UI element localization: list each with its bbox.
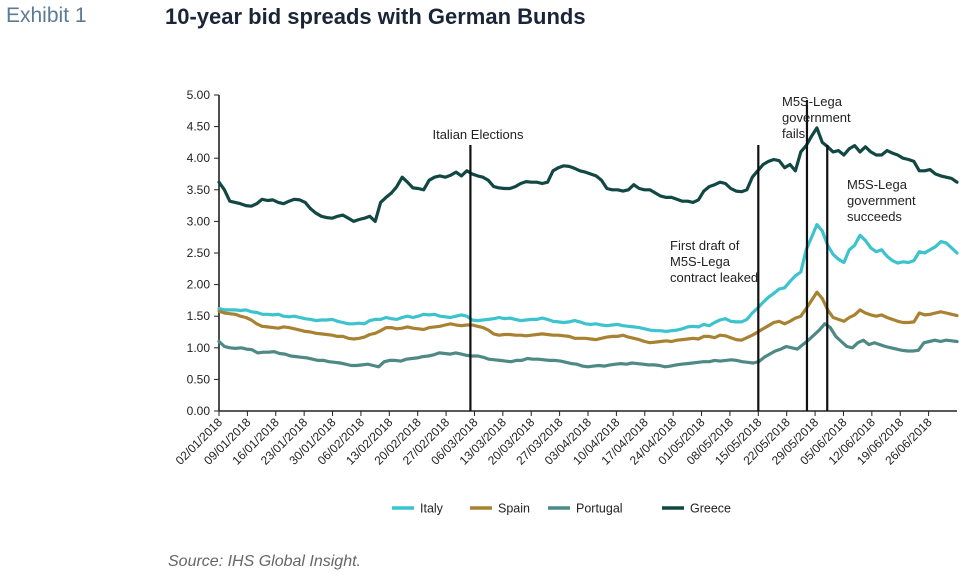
event-annotation-line: succeeds [847,209,902,224]
event-annotation-line: fails [782,126,806,141]
y-tick-label: 4.00 [187,151,211,165]
y-tick-label: 4.50 [187,120,211,134]
series-line-italy [217,223,959,333]
chart-title: 10-year bid spreads with German Bunds [165,4,586,29]
event-annotation-line: government [847,193,916,208]
event-annotation-line: M5S-Lega [670,254,731,269]
event-annotation-line: government [782,110,851,125]
event-annotation-line: M5S-Lega [782,94,843,109]
source-note: Source: IHS Global Insight. [168,553,361,570]
event-annotation: Italian Elections [432,127,524,142]
event-annotation: M5S-Lega government succeeds [847,177,916,224]
y-tick-label: 3.50 [187,183,211,197]
y-tick-label: 1.50 [187,309,211,323]
legend-label-spain: Spain [498,502,530,516]
y-tick-label: 0.50 [187,372,211,386]
series-line-portugal [217,322,959,369]
event-annotation-line: M5S-Lega [847,177,908,192]
y-tick-label: 0.00 [187,404,211,418]
y-tick-label: 5.00 [187,88,211,102]
exhibit-label: Exhibit 1 [6,4,87,27]
y-tick-label: 2.00 [187,278,211,292]
y-tick-label: 2.50 [187,246,211,260]
event-annotation: M5S-Lega government fails [782,94,851,141]
legend-label-portugal: Portugal [576,502,623,516]
event-annotation-line: First draft of [670,238,740,253]
y-tick-label: 3.00 [187,214,211,228]
series-line-spain [217,290,959,345]
event-annotation-line: contract leaked [670,270,758,285]
series-line-greece [217,126,959,223]
event-annotation: First draft of M5S-Lega contract leaked [670,238,758,285]
legend-label-italy: Italy [420,502,444,516]
event-annotation-line: Italian Elections [432,127,524,142]
y-tick-label: 1.00 [187,341,211,355]
legend-label-greece: Greece [690,502,731,516]
